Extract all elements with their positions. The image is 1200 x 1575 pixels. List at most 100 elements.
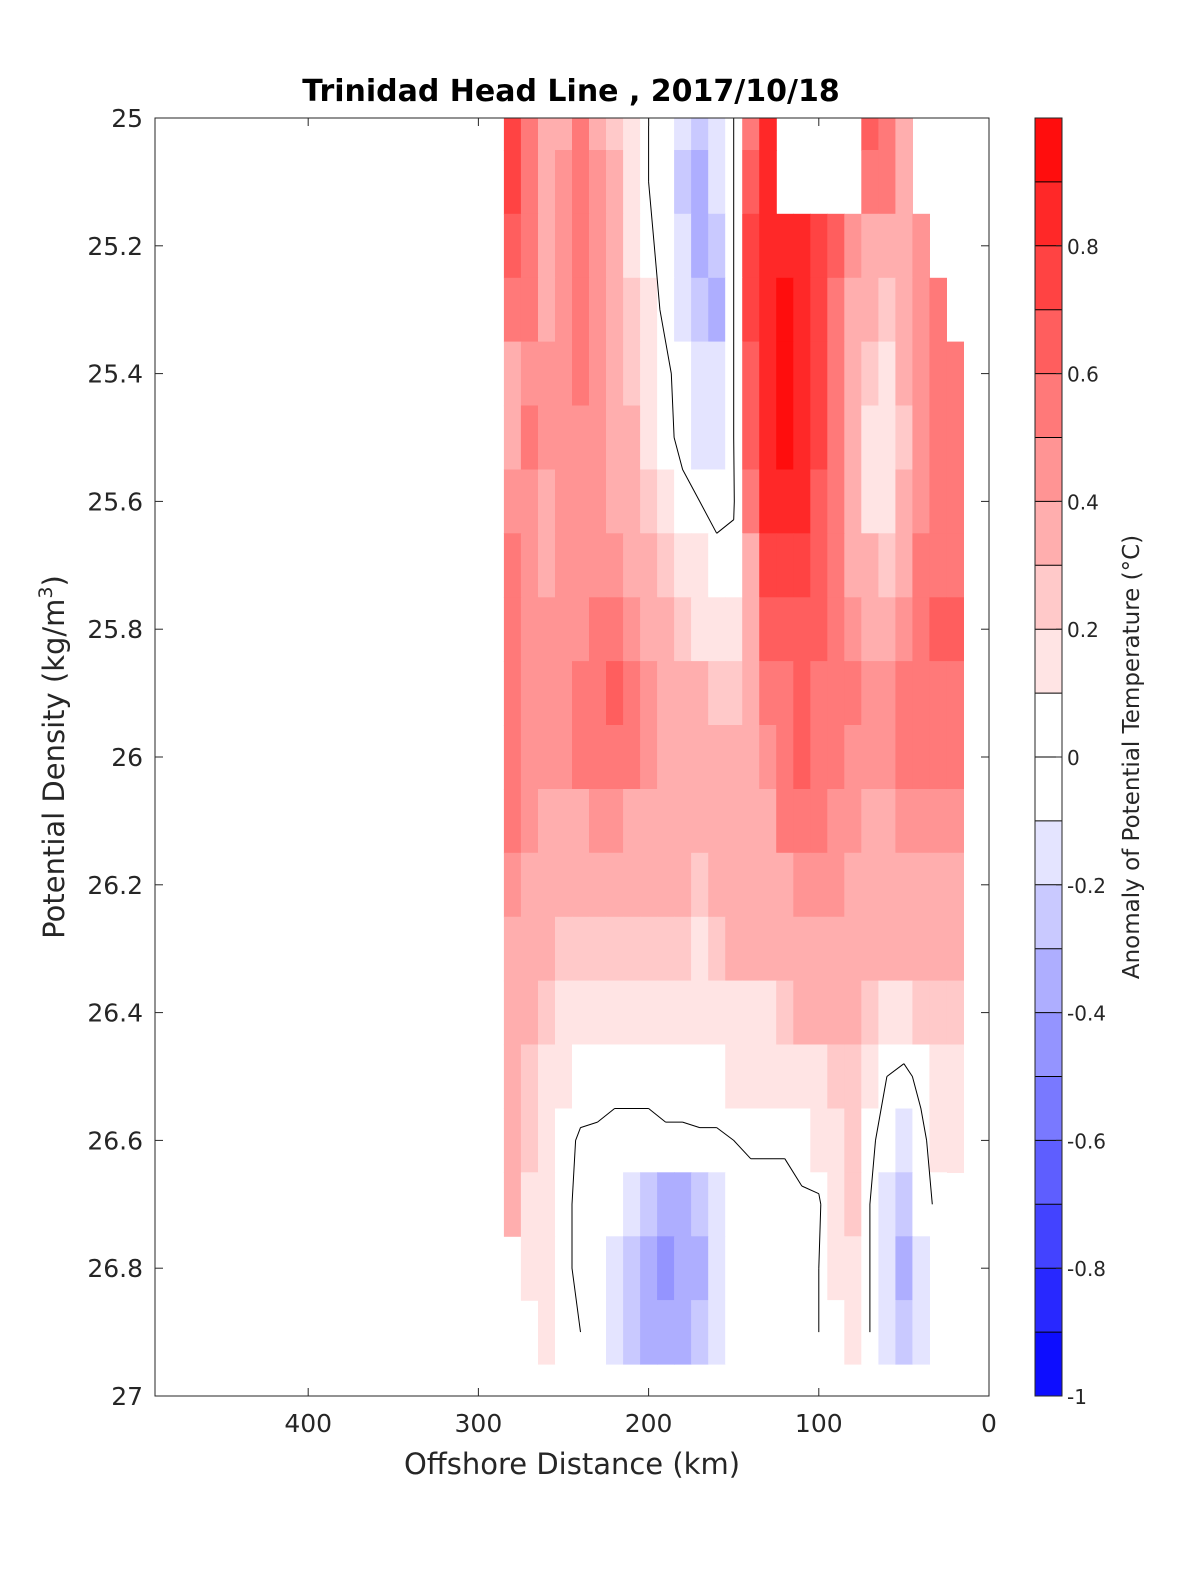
contour-cell bbox=[810, 597, 828, 662]
contour-cell bbox=[878, 1108, 896, 1173]
contour-cell bbox=[606, 405, 624, 470]
contour-cell bbox=[742, 1300, 760, 1365]
contour-cell bbox=[555, 118, 573, 151]
contour-cell bbox=[708, 789, 726, 854]
contour-cell bbox=[538, 1044, 556, 1109]
contour-cell bbox=[674, 533, 692, 598]
contour-cell bbox=[538, 1108, 556, 1173]
contour-cell bbox=[708, 213, 726, 279]
contour-cell bbox=[606, 916, 624, 982]
contour-cell bbox=[589, 1300, 607, 1365]
y-axis-label-close: ) bbox=[37, 575, 71, 586]
contour-cell bbox=[520, 916, 539, 982]
contour-cell bbox=[793, 916, 811, 982]
y-tick-label: 25.8 bbox=[87, 615, 143, 644]
contour-cell bbox=[708, 405, 726, 470]
contour-cell bbox=[776, 277, 794, 343]
contour-cell bbox=[572, 980, 590, 1046]
contour-cell bbox=[793, 789, 811, 854]
contour-cell bbox=[691, 916, 709, 982]
colorbar-swatch bbox=[1035, 437, 1062, 502]
x-tick-label: 0 bbox=[981, 1409, 997, 1438]
contour-cell bbox=[589, 661, 607, 726]
contour-cell bbox=[606, 725, 624, 790]
contour-cell bbox=[759, 980, 777, 1046]
contour-cell bbox=[810, 916, 828, 982]
contour-cell bbox=[691, 980, 709, 1046]
contour-cell bbox=[793, 725, 811, 790]
contour-cell bbox=[657, 1300, 675, 1365]
contour-cell bbox=[589, 341, 607, 407]
contour-cell bbox=[555, 789, 573, 854]
contour-cell bbox=[555, 916, 573, 982]
contour-cell bbox=[674, 1044, 692, 1109]
contour-cell bbox=[503, 1044, 522, 1109]
contour-cell bbox=[623, 469, 641, 534]
contour-cell bbox=[589, 213, 607, 279]
contour-cell bbox=[827, 597, 845, 662]
contour-cell bbox=[878, 789, 896, 854]
x-tick-label: 300 bbox=[455, 1409, 503, 1438]
contour-cell bbox=[878, 597, 896, 662]
contour-cell bbox=[929, 341, 947, 407]
contour-cell bbox=[759, 118, 777, 151]
y-axis-label: Potential Density (kg/m3) bbox=[35, 575, 71, 939]
contour-cell bbox=[674, 150, 692, 215]
contour-cell bbox=[640, 916, 658, 982]
contour-cell bbox=[606, 1044, 624, 1109]
contour-cell bbox=[878, 277, 896, 343]
contour-cell bbox=[810, 789, 828, 854]
contour-cell bbox=[742, 150, 760, 215]
contour-cell bbox=[725, 789, 743, 854]
contour-cell bbox=[691, 341, 709, 407]
contour-cell bbox=[674, 1172, 692, 1237]
y-tick-label: 26.8 bbox=[87, 1254, 143, 1283]
contour-cell bbox=[708, 980, 726, 1046]
contour-cell bbox=[520, 469, 539, 534]
contour-cell bbox=[674, 1108, 692, 1173]
contour-cell bbox=[623, 789, 641, 854]
contour-cell bbox=[503, 725, 522, 790]
contour-cell bbox=[827, 1236, 845, 1301]
contour-cell bbox=[878, 980, 896, 1046]
contour-cell bbox=[878, 469, 896, 534]
contour-cell bbox=[623, 405, 641, 470]
contour-cell bbox=[912, 980, 930, 1046]
contour-cell bbox=[742, 980, 760, 1046]
colorbar-swatch bbox=[1035, 693, 1062, 758]
contour-cell bbox=[538, 1300, 556, 1365]
contour-cell bbox=[844, 1108, 862, 1173]
contour-cell bbox=[895, 661, 913, 726]
contour-cell bbox=[674, 405, 692, 470]
contour-cell bbox=[844, 1172, 862, 1237]
contour-cell bbox=[742, 533, 760, 598]
contour-cell bbox=[572, 1108, 590, 1173]
contour-cell bbox=[589, 725, 607, 790]
contour-cell bbox=[623, 1172, 641, 1237]
contour-cell bbox=[503, 852, 522, 918]
contour-cell bbox=[725, 597, 743, 662]
contour-cell bbox=[878, 852, 896, 918]
contour-cell bbox=[725, 661, 743, 726]
contour-cell bbox=[810, 1044, 828, 1109]
x-axis-label: Offshore Distance (km) bbox=[404, 1447, 740, 1481]
contour-cell bbox=[623, 1236, 641, 1301]
contour-cell bbox=[555, 725, 573, 790]
contour-cell bbox=[793, 277, 811, 343]
y-axis-label-superscript: 3 bbox=[35, 586, 57, 598]
contour-cell bbox=[674, 469, 692, 534]
contour-cell bbox=[844, 916, 862, 982]
contour-cell bbox=[674, 213, 692, 279]
contour-cell bbox=[895, 341, 913, 407]
contour-cell bbox=[657, 980, 675, 1046]
contour-cell bbox=[572, 1044, 590, 1109]
contour-cell bbox=[912, 213, 930, 279]
contour-cell bbox=[929, 277, 947, 343]
y-tick-label: 26.6 bbox=[87, 1126, 143, 1155]
contour-cell bbox=[827, 533, 845, 598]
contour-cell bbox=[674, 725, 692, 790]
contour-cell bbox=[640, 852, 658, 918]
contour-cell bbox=[606, 341, 624, 407]
contour-cell bbox=[623, 213, 641, 279]
contour-cell bbox=[555, 150, 573, 215]
